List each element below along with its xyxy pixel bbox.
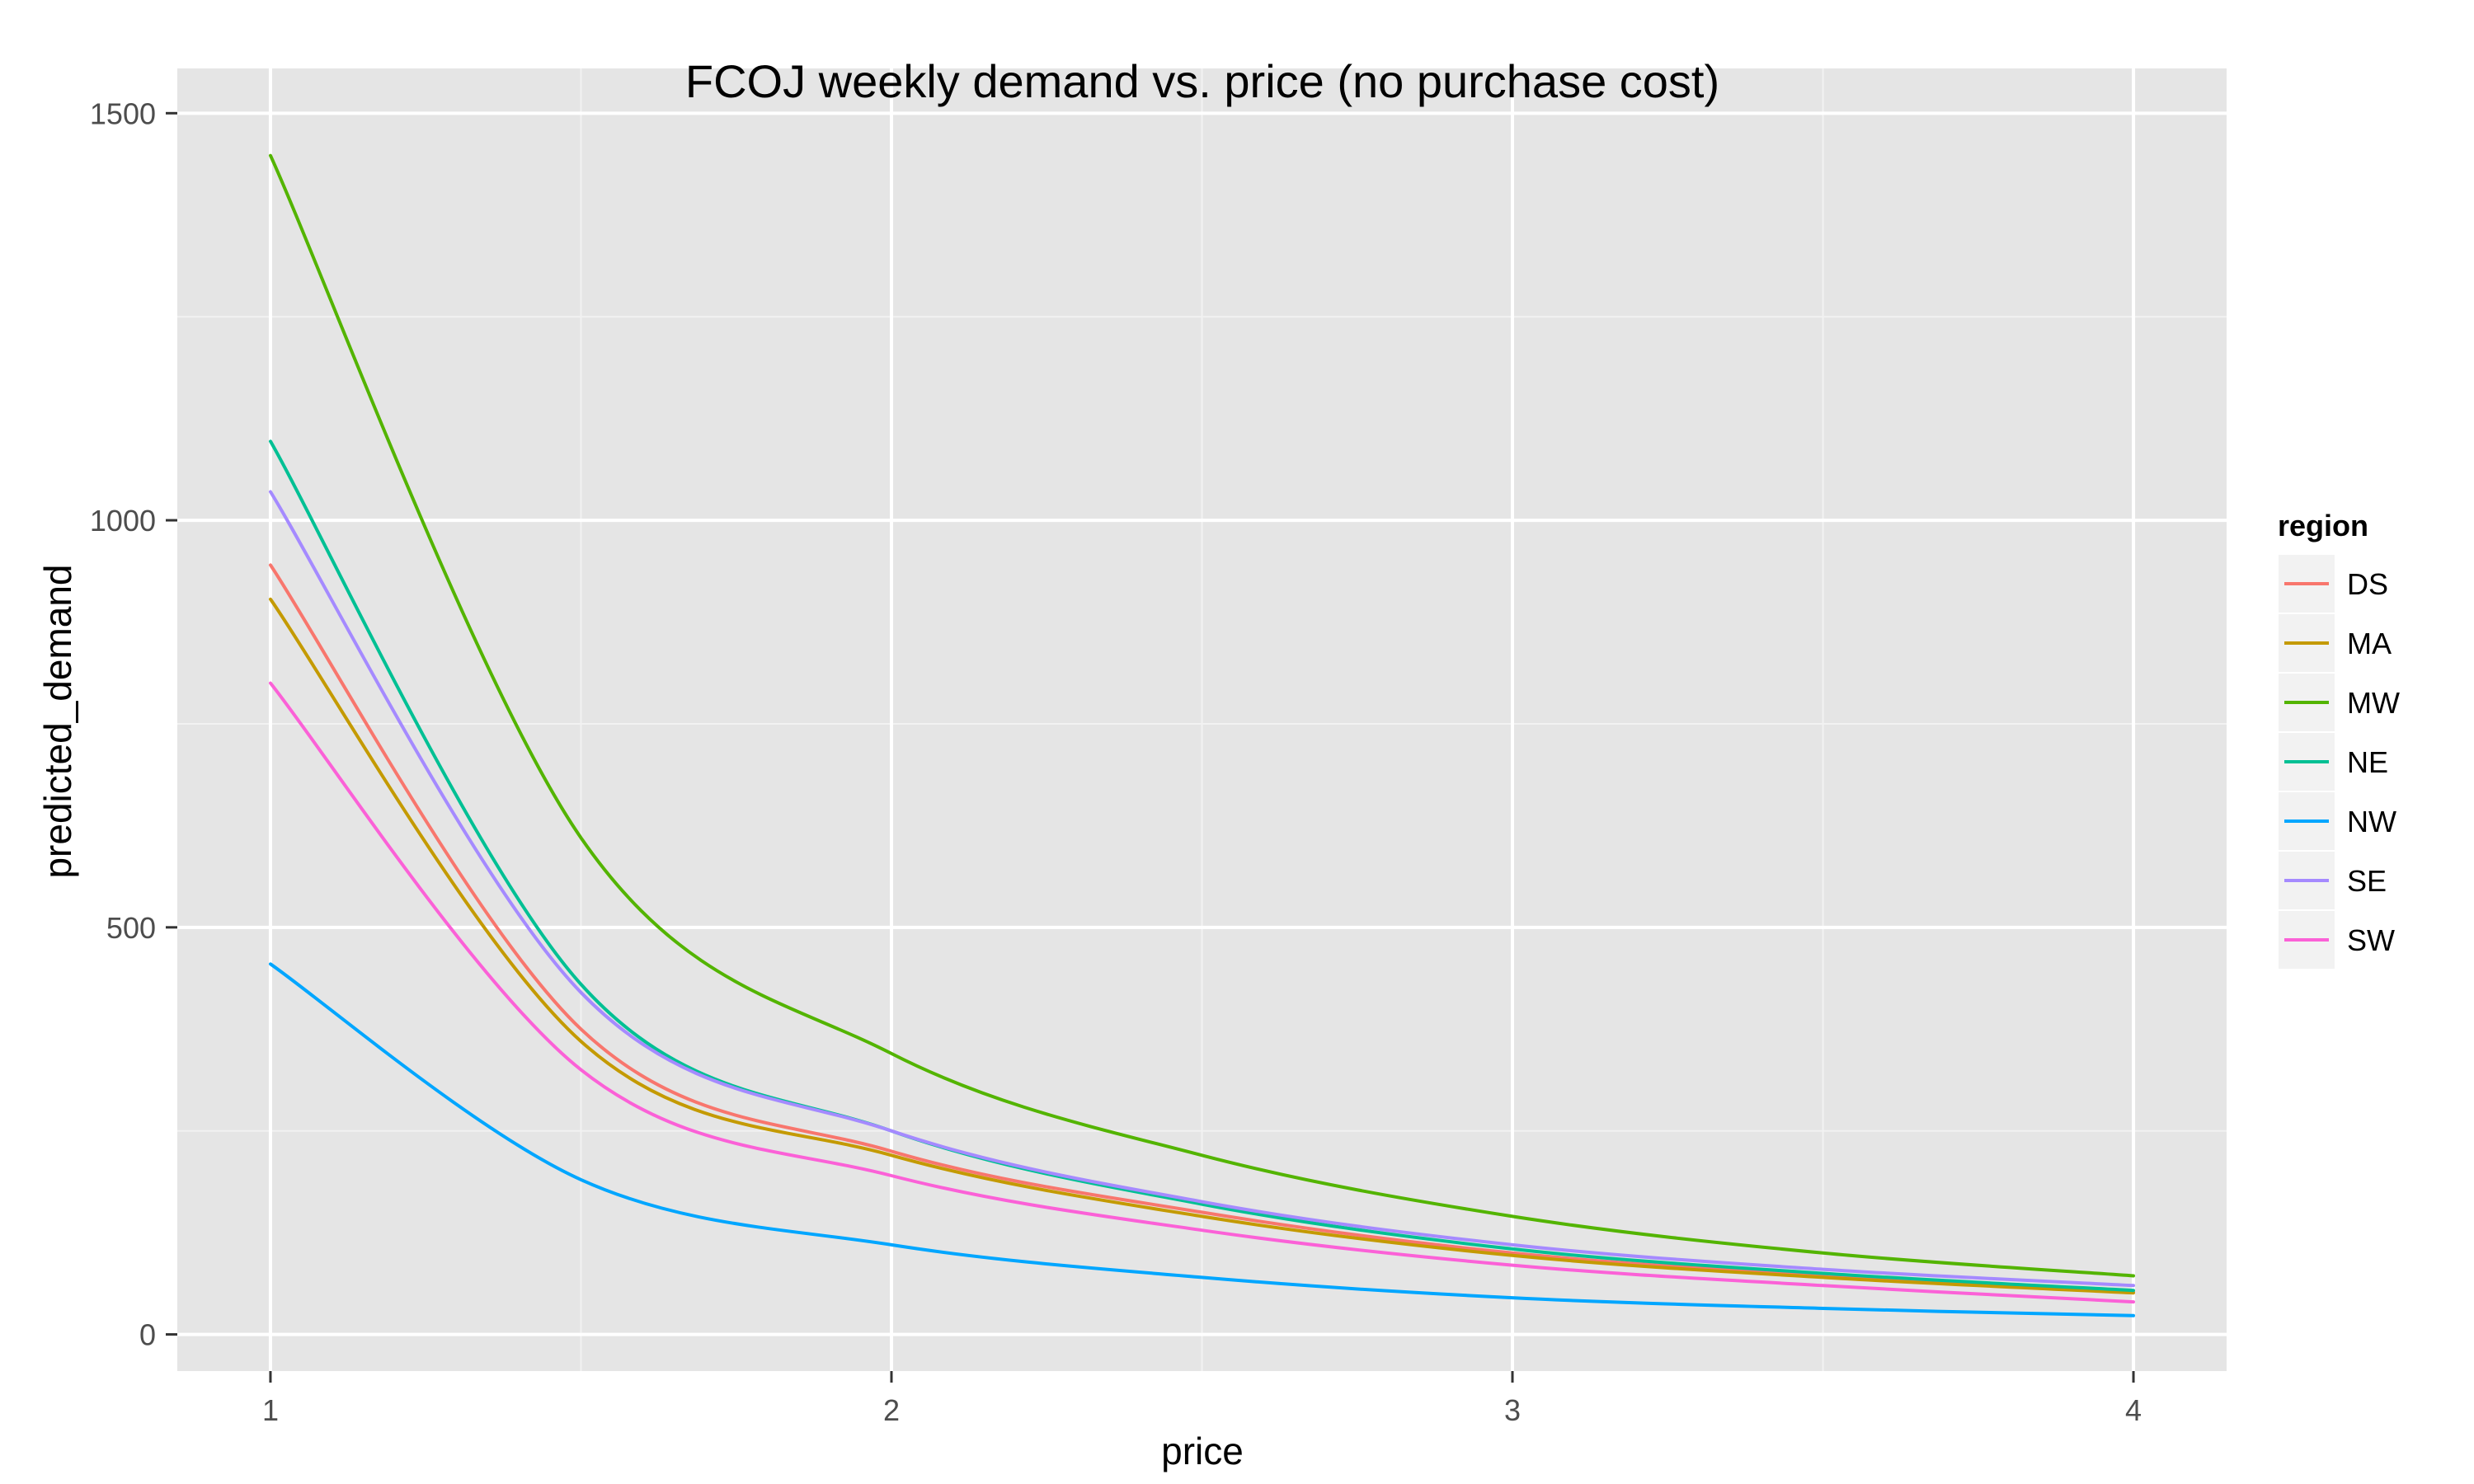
- x-tick-label-0: 1: [262, 1393, 279, 1427]
- x-tick-label-3: 4: [2125, 1393, 2142, 1427]
- series-line-ma: [269, 597, 2135, 1295]
- legend-label-nw: NW: [2347, 805, 2396, 838]
- y-tick-label-2: 1000: [90, 504, 156, 538]
- legend-label-mw: MW: [2347, 686, 2400, 720]
- y-tick-label-1: 500: [106, 911, 156, 945]
- legend-label-sw: SW: [2347, 923, 2395, 957]
- series-line-nw: [269, 962, 2135, 1317]
- chart-title: FCOJ weekly demand vs. price (no purchas…: [685, 55, 1719, 107]
- series-lines: [269, 153, 2135, 1317]
- y-axis: 0 500 1000 1500: [90, 96, 177, 1352]
- x-axis-label: price: [1161, 1430, 1244, 1472]
- series-line-se: [269, 490, 2135, 1288]
- y-axis-label: predicted_demand: [36, 564, 79, 878]
- x-tick-label-1: 2: [883, 1393, 900, 1427]
- series-line-ne: [269, 439, 2135, 1293]
- x-axis: 1 2 3 4: [262, 1371, 2142, 1427]
- minor-gridlines: [177, 68, 2227, 1371]
- series-line-mw: [269, 153, 2135, 1278]
- legend-label-ds: DS: [2347, 567, 2388, 601]
- series-line-sw: [269, 681, 2135, 1304]
- major-gridlines: [177, 68, 2227, 1371]
- legend-label-ne: NE: [2347, 745, 2388, 779]
- y-tick-label-3: 1500: [90, 96, 156, 130]
- y-tick-label-0: 0: [139, 1318, 156, 1352]
- x-tick-label-2: 3: [1504, 1393, 1521, 1427]
- legend-label-se: SE: [2347, 864, 2387, 898]
- legend-title: region: [2278, 509, 2368, 542]
- legend: region DS MA MW NE NW SE SW: [2277, 509, 2400, 970]
- legend-label-ma: MA: [2347, 627, 2392, 660]
